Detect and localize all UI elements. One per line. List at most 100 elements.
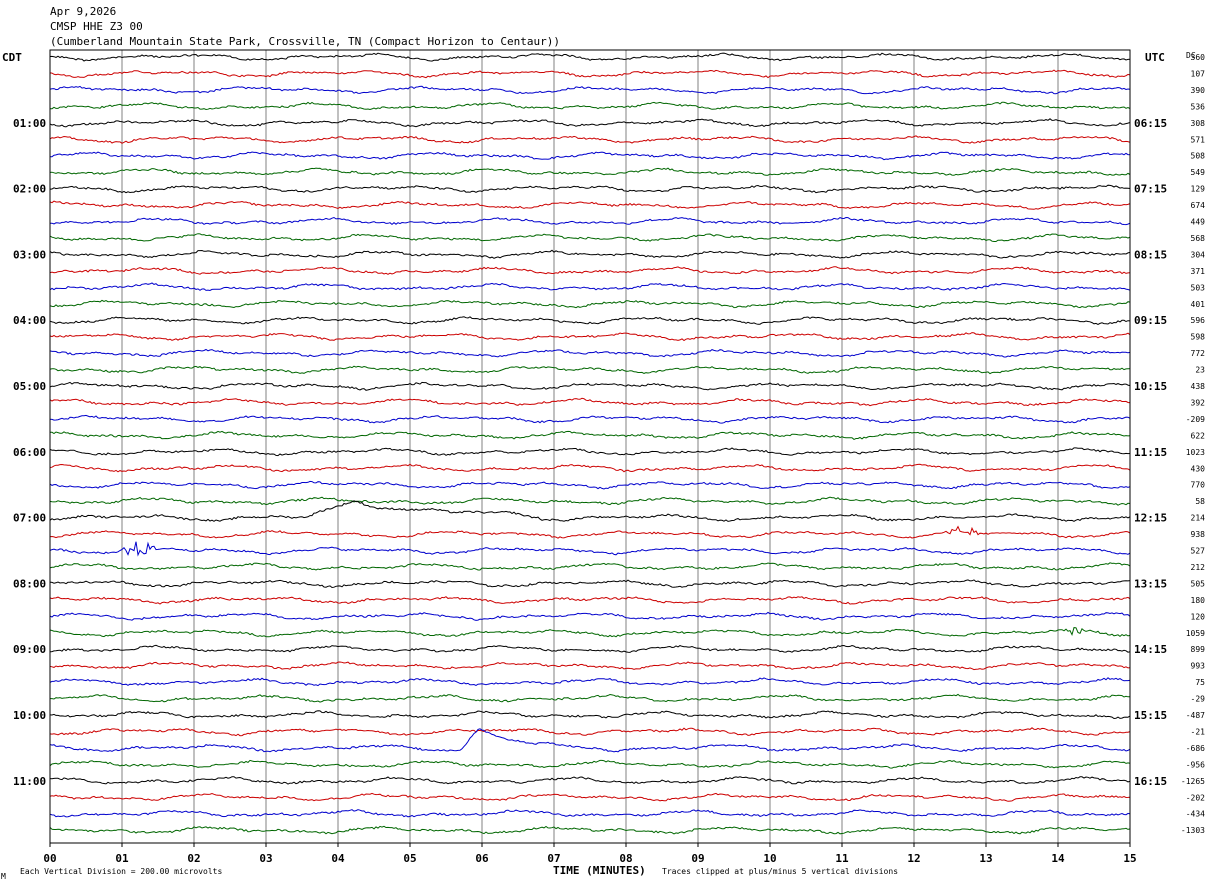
dc-offset-label: 304 (1191, 250, 1206, 259)
right-time-label: 11:15 (1134, 446, 1167, 459)
x-tick-label: 03 (259, 852, 272, 865)
dc-offset-label: 899 (1191, 645, 1206, 654)
trace-line-0 (49, 52, 1131, 62)
trace-line-18 (49, 348, 1131, 358)
dc-offset-label: 58 (1195, 497, 1205, 506)
x-tick-label: 09 (691, 852, 704, 865)
trace-line-38 (49, 677, 1131, 687)
vertical-grid (121, 50, 1059, 843)
plot-frame (49, 49, 1131, 844)
dc-offset-label: 180 (1191, 596, 1206, 605)
trace-line-39 (50, 693, 1131, 703)
dc-offset-label: 598 (1191, 333, 1206, 342)
x-tick-label: 04 (331, 852, 345, 865)
trace-line-8 (49, 184, 1131, 194)
x-tick-label: 05 (403, 852, 416, 865)
trace-line-32 (49, 579, 1131, 589)
trace-line-23 (49, 430, 1131, 440)
dc-offset-label: -686 (1186, 744, 1205, 753)
trace-line-4 (49, 118, 1131, 128)
dc-offset-label: -1303 (1181, 826, 1205, 835)
trace-line-31 (49, 562, 1131, 571)
trace-line-22 (49, 414, 1131, 424)
dc-offset-label: 549 (1191, 168, 1206, 177)
trace-line-43 (49, 759, 1131, 769)
left-timezone-label: CDT (2, 51, 22, 64)
corner-mark: M (1, 872, 6, 881)
dc-offset-label: 505 (1191, 579, 1206, 588)
right-time-label: 07:15 (1134, 183, 1167, 196)
trace-line-12 (49, 249, 1131, 259)
right-time-label: 13:15 (1134, 577, 1167, 590)
x-tick-label: 01 (115, 852, 129, 865)
right-time-labels: 06:15 07:15 08:15 09:15 10:15 11:15 12:15 13:15… (1134, 117, 1167, 788)
trace-line-37 (49, 661, 1131, 671)
dc-offset-label: 938 (1191, 530, 1206, 539)
dc-offset-label: -487 (1186, 711, 1205, 720)
trace-line-44 (49, 776, 1131, 785)
dc-offset-label: 107 (1191, 69, 1206, 78)
trace-line-5 (49, 135, 1131, 144)
trace-line-19 (49, 365, 1131, 375)
x-tick-label: 12 (907, 852, 920, 865)
trace-line-21 (49, 397, 1131, 407)
left-time-label: 01:00 (13, 117, 46, 130)
right-time-label: 06:15 (1134, 117, 1167, 130)
header-date: Apr 9,2026 (50, 5, 116, 18)
x-axis-title: TIME (MINUTES) (553, 864, 646, 877)
trace-line-47 (49, 825, 1131, 835)
trace-line-3 (50, 101, 1131, 111)
trace-line-27 (49, 496, 1131, 506)
right-timezone-label: UTC (1145, 51, 1165, 64)
dc-offset-label: 571 (1191, 135, 1206, 144)
dc-offset-label: 503 (1191, 283, 1206, 292)
dc-offset-label: 438 (1191, 382, 1206, 391)
dc-offset-label: -29 (1191, 695, 1206, 704)
trace-line-1 (49, 69, 1131, 79)
x-tick-label: 02 (187, 852, 200, 865)
trace-line-13 (49, 266, 1131, 275)
left-time-label: 07:00 (13, 512, 46, 525)
trace-line-2 (49, 85, 1131, 95)
x-tick-label: 13 (979, 852, 992, 865)
trace-line-7 (49, 167, 1131, 176)
trace-line-35 (49, 627, 1131, 638)
dc-header: DC (1186, 51, 1196, 60)
dc-offset-label: 1059 (1186, 629, 1205, 638)
trace-line-33 (49, 596, 1131, 605)
right-time-label: 14:15 (1134, 643, 1167, 656)
dc-offset-label: 401 (1191, 300, 1206, 309)
dc-offset-label: 214 (1191, 514, 1206, 523)
dc-offset-label: -209 (1186, 415, 1205, 424)
trace-line-17 (49, 332, 1131, 342)
dc-offset-label: -434 (1186, 810, 1205, 819)
left-time-label: 10:00 (13, 709, 46, 722)
dc-offset-label: 449 (1191, 218, 1206, 227)
dc-offset-label: 75 (1195, 678, 1205, 687)
trace-line-36 (49, 644, 1131, 653)
dc-offset-label: 674 (1191, 201, 1206, 210)
x-axis-ticks: 00 01 02 03 04 05 06 07 08 09 10 11 12 13 14 15 (43, 843, 1137, 865)
trace-line-11 (49, 233, 1131, 242)
trace-line-40 (49, 710, 1131, 720)
clip-note: Traces clipped at plus/minus 5 vertical … (662, 867, 898, 876)
trace-line-25 (49, 463, 1131, 473)
trace-line-46 (49, 809, 1131, 818)
trace-line-14 (49, 282, 1131, 292)
trace-line-30 (49, 541, 1131, 557)
left-time-label: 04:00 (13, 314, 46, 327)
dc-offset-label: -202 (1186, 793, 1205, 802)
right-time-label: 12:15 (1134, 512, 1167, 525)
dc-offset-label: 430 (1191, 464, 1206, 473)
x-tick-label: 11 (835, 852, 849, 865)
trace-line-26 (49, 480, 1131, 490)
dc-offset-label: 212 (1191, 563, 1206, 572)
trace-line-9 (49, 200, 1131, 210)
dc-offset-label: 993 (1191, 662, 1206, 671)
trace-line-6 (50, 151, 1131, 161)
dc-offset-label: 392 (1191, 398, 1206, 407)
trace-line-42 (49, 728, 1131, 753)
left-time-labels: 01:00 02:00 03:00 04:00 05:00 06:00 07:00 08:00… (13, 117, 46, 788)
dc-offset-label: 772 (1191, 349, 1206, 358)
